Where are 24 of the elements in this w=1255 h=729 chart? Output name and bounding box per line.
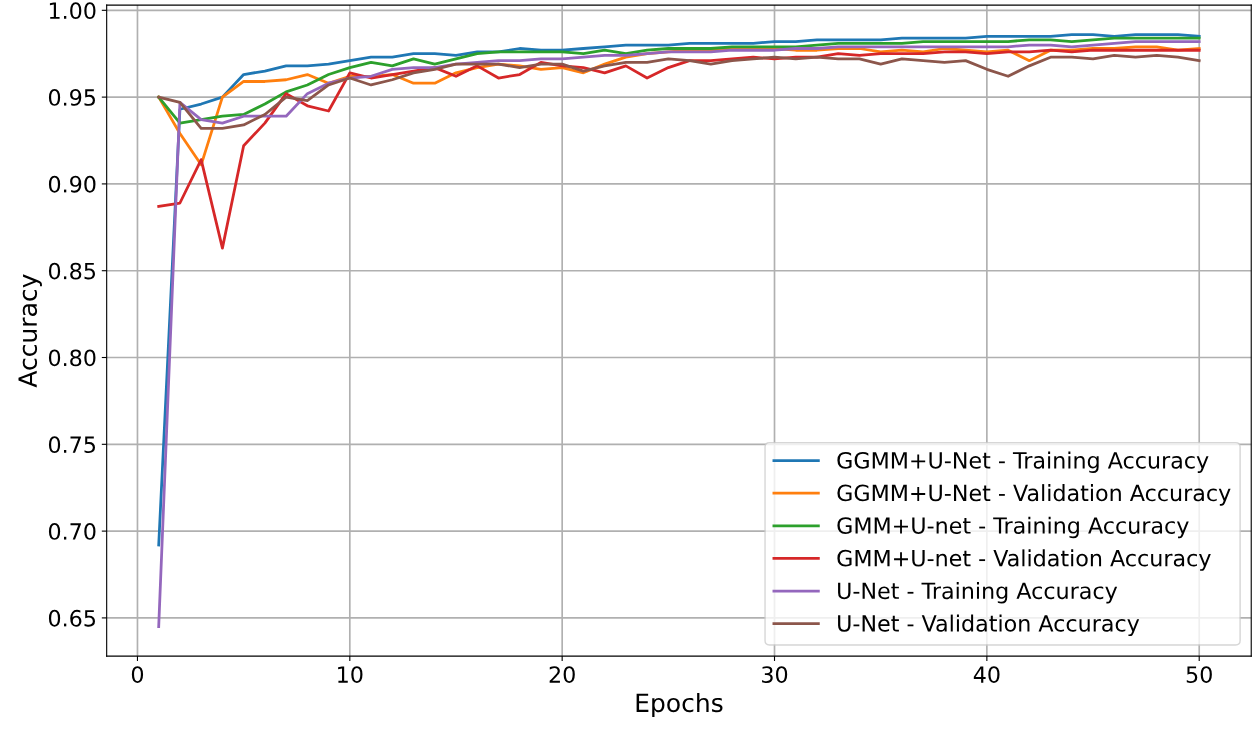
x-tick-label: 10 — [338, 666, 363, 684]
line-series — [157, 36, 1201, 125]
y-tick-label: 0.75 — [48, 436, 96, 454]
x-tick-label: 40 — [973, 666, 1000, 684]
y-axis-title: Accuracy — [18, 274, 42, 388]
y-tick-label: 0.95 — [48, 89, 96, 106]
legend-label: GGMM+U-Net - Validation Accuracy — [837, 484, 1231, 506]
legend-label: GMM+U-net - Validation Accuracy — [837, 549, 1211, 571]
x-tick-label: 50 — [1186, 666, 1212, 684]
y-tick-label: 0.70 — [48, 523, 96, 540]
x-tick-label: 30 — [762, 666, 788, 684]
x-tick-label: 20 — [549, 666, 575, 684]
legend-label: U-Net - Validation Accuracy — [838, 614, 1140, 637]
x-axis-title: Epochs — [636, 692, 723, 718]
y-tick-label: 0.85 — [48, 262, 96, 280]
y-tick-label: 1.00 — [49, 2, 96, 20]
y-tick-label: 0.80 — [48, 349, 96, 367]
legend-label: GMM+U-net - Training Accuracy — [837, 516, 1189, 539]
y-tick-label: 0.65 — [48, 609, 96, 627]
legend-label: U-Net - Training Accuracy — [838, 581, 1118, 604]
legend-label: GGMM+U-Net - Training Accuracy — [837, 451, 1209, 474]
line-series — [157, 54, 1201, 130]
y-tick-label: 0.90 — [48, 175, 96, 193]
x-tick-label: 0 — [131, 666, 144, 684]
